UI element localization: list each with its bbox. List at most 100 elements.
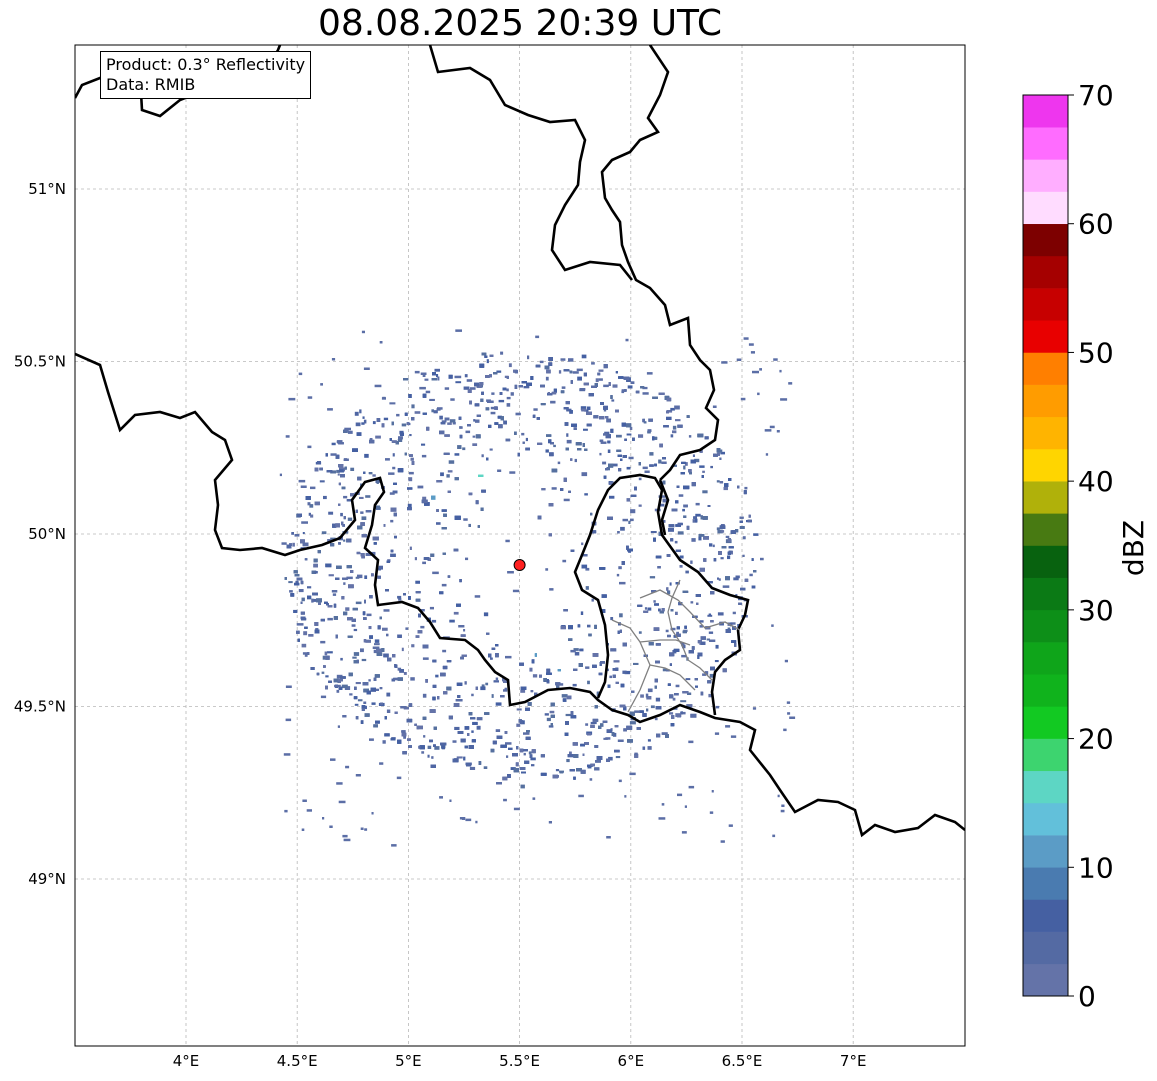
- radar-echo-pixel: [599, 452, 602, 456]
- radar-echo-pixel: [695, 513, 701, 517]
- radar-echo-pixel: [379, 687, 383, 690]
- radar-echo-pixel: [710, 620, 714, 623]
- radar-echo-pixel: [626, 423, 632, 428]
- radar-echo-pixel: [582, 443, 585, 447]
- radar-echo-pixel: [732, 626, 736, 630]
- radar-echo-pixel: [417, 630, 423, 634]
- radar-echo-pixel: [607, 449, 611, 453]
- radar-echo-pixel: [365, 639, 371, 643]
- radar-echo-pixel: [328, 511, 334, 515]
- radar-echo-pixel: [650, 705, 655, 709]
- radar-echo-pixel: [418, 745, 421, 749]
- radar-echo-pixel: [484, 355, 488, 358]
- radar-echo-pixel: [608, 382, 611, 386]
- radar-echo-pixel: [345, 607, 350, 611]
- radar-echo-pixel: [414, 411, 421, 414]
- radar-echo-pixel: [578, 794, 584, 798]
- radar-echo-pixel: [374, 639, 380, 643]
- radar-echo-pixel: [638, 462, 641, 466]
- radar-echo-pixel: [624, 670, 631, 675]
- radar-echo-pixel: [371, 552, 376, 555]
- radar-echo-pixel: [617, 630, 620, 634]
- radar-echo-pixel: [465, 818, 472, 822]
- lon-tick-label: 7°E: [840, 1052, 867, 1070]
- radar-echo-pixel: [589, 778, 593, 781]
- radar-echo-pixel: [361, 422, 365, 425]
- radar-echo-pixel: [300, 616, 306, 620]
- radar-echo-pixel: [629, 426, 633, 430]
- radar-echo-pixel: [326, 603, 329, 606]
- radar-echo-pixel: [304, 626, 308, 629]
- radar-echo-pixel: [369, 595, 373, 599]
- radar-echo-pixel: [456, 682, 463, 686]
- radar-echo-pixel: [743, 490, 747, 495]
- radar-echo-pixel: [654, 463, 657, 467]
- radar-echo-pixel: [680, 700, 687, 703]
- radar-echo-pixel: [647, 607, 652, 611]
- radar-echo-pixel: [781, 804, 785, 807]
- radar-echo-pixel: [480, 686, 486, 691]
- radar-echo-pixel: [390, 519, 394, 523]
- radar-echo-pixel: [350, 570, 354, 573]
- radar-echo-pixel: [533, 408, 538, 411]
- colorbar-frame: [1022, 94, 1069, 997]
- radar-echo-pixel: [308, 634, 314, 637]
- radar-echo-pixel: [288, 581, 293, 584]
- radar-echo-pixel: [294, 582, 300, 586]
- radar-echo-pixel: [600, 723, 604, 727]
- radar-echo-pixel: [552, 774, 558, 779]
- radar-echo-pixel: [324, 651, 328, 656]
- radar-echo-pixel: [414, 557, 417, 561]
- radar-echo-pixel: [587, 764, 593, 767]
- radar-echo-pixel: [476, 725, 481, 730]
- radar-echo-pixel: [351, 618, 356, 622]
- radar-echo-pixel: [666, 410, 673, 413]
- radar-echo-pixel: [607, 684, 611, 688]
- radar-echo-pixel: [443, 513, 447, 517]
- radar-echo-pixel: [674, 540, 678, 544]
- radar-echo-pixel: [617, 454, 622, 457]
- radar-echo-pixel: [449, 619, 455, 623]
- radar-echo-pixel: [586, 411, 592, 415]
- radar-echo-pixel: [477, 525, 480, 528]
- radar-echo-pixel: [332, 523, 337, 528]
- radar-echo-pixel: [728, 824, 733, 827]
- radar-echo-pixel: [574, 651, 580, 656]
- radar-echo-pixel: [300, 485, 307, 488]
- lon-tick-label: 4.5°E: [277, 1052, 318, 1070]
- radar-echo-pixel: [631, 690, 635, 693]
- radar-echo-pixel: [440, 422, 446, 425]
- radar-echo-pixel: [696, 602, 699, 605]
- radar-echo-pixel: [549, 588, 554, 591]
- radar-echo-pixel: [516, 723, 521, 727]
- radar-echo-pixel: [566, 433, 569, 437]
- colorbar-segment: [1023, 931, 1068, 965]
- radar-echo-pixel: [699, 620, 704, 623]
- radar-echo-pixel: [654, 717, 658, 721]
- radar-echo-pixel: [446, 660, 452, 663]
- radar-echo-pixel: [611, 732, 615, 736]
- radar-echo-pixel: [363, 639, 367, 643]
- radar-echo-pixel: [485, 682, 489, 686]
- radar-echo-pixel: [355, 682, 361, 685]
- radar-echo-pixel: [457, 695, 461, 698]
- radar-echo-pixel: [540, 403, 546, 406]
- radar-echo-pixel: [372, 421, 376, 425]
- radar-echo-pixel: [381, 397, 386, 400]
- radar-echo-pixel: [335, 634, 338, 639]
- radar-echo-pixel: [655, 555, 662, 559]
- radar-echo-pixel: [634, 753, 639, 758]
- radar-echo-pixel: [649, 576, 656, 579]
- radar-echo-pixel: [580, 554, 588, 557]
- radar-echo-pixel: [335, 577, 340, 580]
- radar-echo-pixel: [415, 598, 421, 602]
- radar-echo-pixel: [479, 363, 485, 368]
- radar-echo-pixel: [460, 656, 464, 660]
- radar-echo-pixel: [349, 693, 353, 696]
- colorbar-segment: [1023, 545, 1068, 578]
- radar-echo-pixel: [408, 703, 413, 707]
- radar-echo-pixel: [344, 429, 349, 432]
- radar-echo-pixel: [677, 715, 681, 718]
- radar-echo-pixel: [677, 522, 683, 526]
- radar-echo-pixel: [425, 390, 431, 394]
